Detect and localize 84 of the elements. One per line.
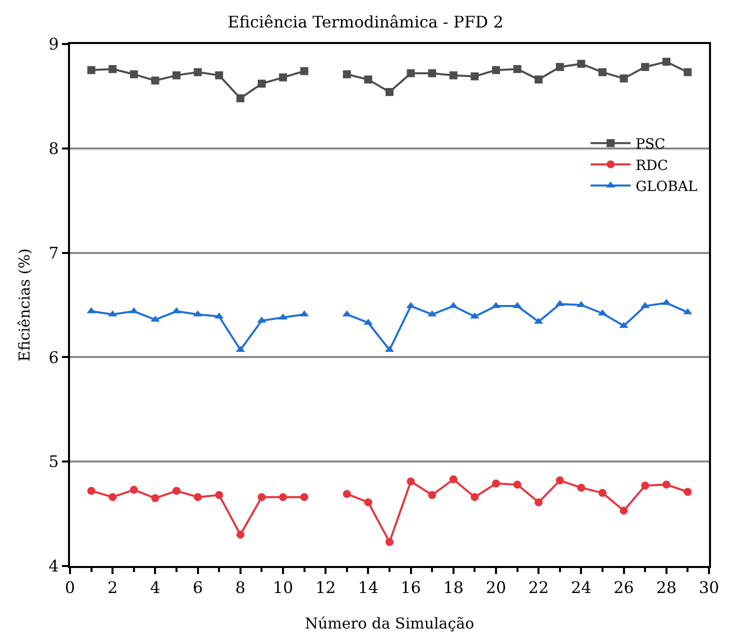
point	[428, 69, 436, 78]
point	[151, 76, 160, 85]
point	[236, 530, 244, 539]
point	[598, 68, 606, 76]
point	[279, 73, 287, 82]
y-tick-label: 9	[48, 34, 59, 54]
y-tick-label: 5	[48, 452, 59, 472]
x-axis-title: Número da Simulação	[304, 614, 474, 633]
point	[620, 506, 628, 515]
x-tick-label: 26	[614, 578, 634, 598]
point	[556, 62, 564, 71]
point	[641, 62, 650, 71]
point	[513, 480, 522, 489]
x-tick-label: 8	[235, 578, 246, 598]
x-tick-label: 2	[108, 578, 118, 598]
point	[87, 486, 96, 495]
y-tick-label: 7	[48, 243, 59, 262]
point	[662, 480, 670, 489]
point	[534, 76, 543, 84]
y-tick-label: 8	[48, 139, 59, 158]
point	[279, 493, 287, 502]
point	[556, 476, 564, 484]
point	[108, 493, 117, 502]
point	[300, 67, 308, 76]
point	[684, 488, 692, 496]
x-tick-label: 30	[698, 578, 720, 598]
point	[470, 493, 479, 502]
x-tick-label: 16	[400, 578, 421, 598]
x-tick-label: 10	[272, 578, 294, 598]
point	[342, 70, 351, 78]
point	[492, 66, 500, 74]
y-tick-label: 6	[48, 348, 59, 367]
point	[130, 70, 138, 78]
legend-label: RDC	[636, 158, 668, 174]
point	[342, 490, 351, 498]
y-axis-title: Eficiências (%)	[15, 248, 34, 362]
point	[428, 491, 436, 500]
point	[258, 493, 266, 502]
point	[492, 480, 500, 488]
point	[215, 491, 224, 500]
x-tick-label: 18	[443, 578, 464, 598]
x-tick-label: 28	[656, 578, 677, 598]
point	[386, 88, 394, 96]
point	[215, 71, 224, 80]
point	[108, 65, 117, 74]
point	[151, 494, 160, 502]
point	[300, 493, 308, 502]
point	[364, 498, 372, 506]
x-tick-label: 4	[150, 578, 160, 598]
legend-label: GLOBAL	[636, 178, 698, 195]
x-tick-label: 6	[192, 578, 203, 598]
x-tick-label: 24	[571, 578, 592, 598]
point	[577, 484, 586, 492]
point	[449, 71, 458, 80]
x-tick-label: 22	[528, 578, 549, 598]
point	[577, 60, 586, 68]
point	[236, 94, 244, 102]
point	[172, 486, 180, 495]
x-tick-label: 12	[315, 578, 336, 598]
x-tick-label: 14	[358, 578, 378, 598]
point	[684, 68, 692, 76]
point	[406, 69, 415, 78]
point	[470, 72, 479, 80]
point	[598, 488, 606, 497]
chart-title: Eficiência Termodinâmica - PFD 2	[228, 12, 504, 32]
point	[194, 493, 202, 502]
point	[662, 58, 670, 66]
point	[194, 68, 202, 76]
point	[620, 74, 628, 82]
x-tick-label: 20	[486, 578, 506, 598]
y-tick-label: 4	[48, 556, 59, 576]
point	[386, 538, 394, 546]
x-tick-label: 0	[64, 578, 76, 598]
point	[87, 66, 96, 74]
point	[130, 486, 138, 494]
point	[449, 475, 458, 484]
point	[364, 76, 372, 84]
point	[172, 71, 180, 80]
legend-label: PSC	[636, 136, 666, 153]
point	[406, 477, 415, 486]
point	[513, 65, 522, 74]
point	[641, 482, 650, 490]
point	[534, 498, 543, 506]
point	[258, 80, 266, 88]
